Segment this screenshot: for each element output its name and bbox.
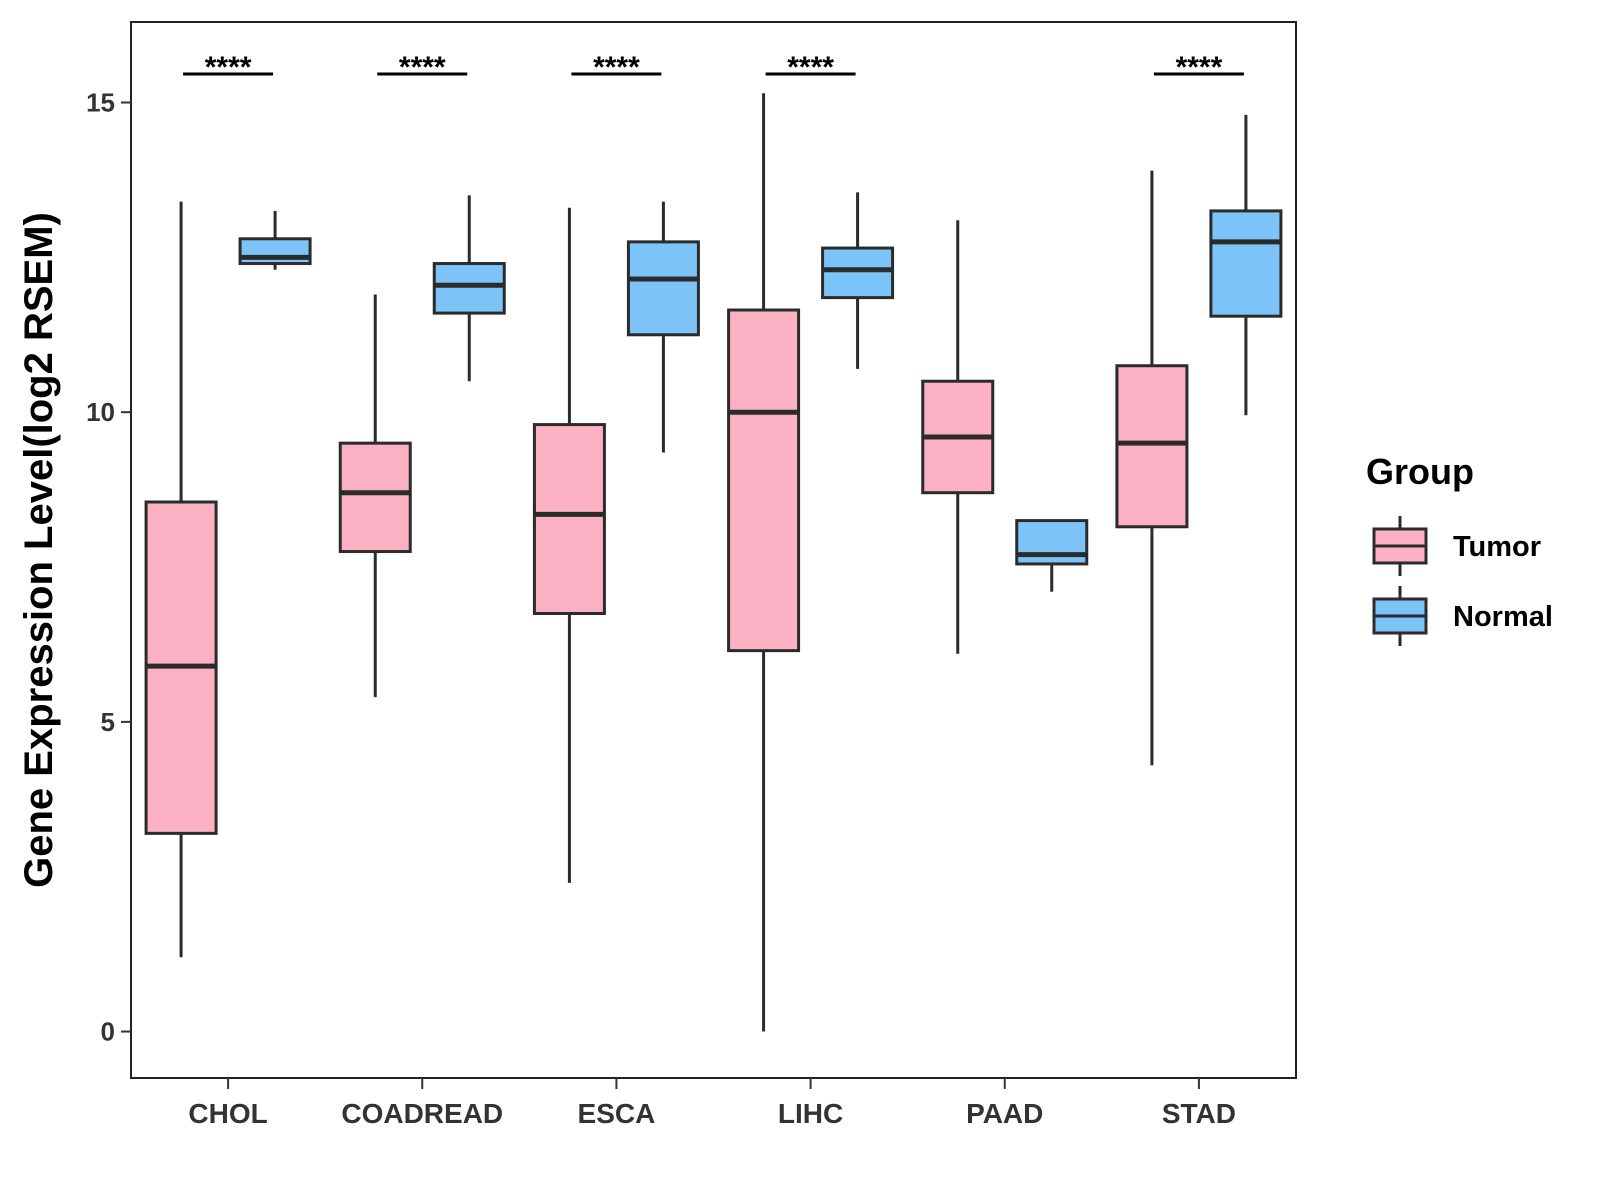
box-tumor-coadread (338, 441, 412, 554)
significance-annotations: **** **** **** **** **** (183, 51, 1244, 84)
y-tick-label: 0 (101, 1017, 115, 1047)
x-tick-label-esca: ESCA (578, 1098, 656, 1129)
box-tumor-stad (1115, 364, 1189, 529)
box-tumor-lihc (727, 308, 801, 653)
y-axis: 0 5 10 15 (86, 88, 131, 1047)
box-normal-stad (1209, 209, 1283, 318)
legend-title: Group (1366, 451, 1474, 492)
significance-stars-esca: **** (593, 51, 640, 84)
plot-panel-border (130, 21, 1297, 1079)
y-tick-label: 5 (101, 707, 115, 737)
legend-label-normal: Normal (1453, 601, 1553, 633)
y-tick-label: 15 (86, 88, 115, 118)
legend-label-tumor: Tumor (1453, 531, 1541, 563)
x-tick-label-lihc: LIHC (778, 1098, 843, 1129)
legend: Group Tumor Normal (1366, 451, 1553, 646)
significance-stars-chol: **** (205, 51, 252, 84)
boxes-layer (144, 209, 1283, 835)
y-tick-label: 10 (86, 397, 115, 427)
x-tick-label-coadread: COADREAD (341, 1098, 503, 1129)
box-normal-paad (1015, 519, 1089, 566)
box-normal-coadread (432, 262, 506, 315)
box-tumor-esca (532, 423, 606, 615)
significance-stars-stad: **** (1176, 51, 1223, 84)
significance-stars-lihc: **** (787, 51, 834, 84)
x-tick-label-paad: PAAD (966, 1098, 1043, 1129)
x-tick-label-stad: STAD (1162, 1098, 1236, 1129)
box-normal-esca (626, 240, 700, 337)
box-normal-lihc (821, 246, 895, 300)
significance-stars-coadread: **** (399, 51, 446, 84)
x-axis: CHOL COADREAD ESCA LIHC PAAD STAD (188, 1078, 1236, 1129)
y-axis-label: Gene Expression Level(log2 RSEM) (17, 212, 61, 888)
x-tick-label-chol: CHOL (188, 1098, 267, 1129)
